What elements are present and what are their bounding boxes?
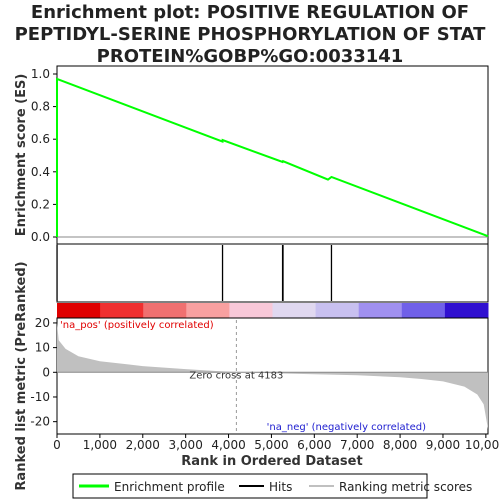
rank-x-tick-label: 3,000 [168,438,202,452]
color-bar-segment [229,303,273,318]
rank-x-axis: 0 1,000 2,000 3,000 4,000 5,000 6,000 7,000 8,00… [53,434,500,452]
pos-correlated-label: 'na_pos' (positively correlated) [60,320,214,331]
ranking-metric-area [57,322,488,430]
rank-x-tick-label: 0 [53,438,61,452]
chart-title-line-1: Enrichment plot: POSITIVE REGULATION OF [30,2,470,23]
color-bar-segment [315,303,360,318]
hits-marks [56,245,333,301]
neg-correlated-label: 'na_neg' (negatively correlated) [267,422,426,433]
legend-label-hits: Hits [269,480,292,494]
color-bar-segment [444,303,489,318]
legend-label-enrichment: Enrichment profile [114,480,225,494]
rank-x-tick-label: 5,000 [254,438,288,452]
rank-y-tick-label: 10 [35,341,50,355]
rank-color-bar [57,303,489,318]
rank-y-tick-label: -20 [30,415,50,429]
rank-y-tick-label: 20 [35,316,50,330]
rank-x-tick-label: 4,000 [211,438,245,452]
color-bar-segment [358,303,403,318]
rank-x-tick-label: 1,000 [83,438,117,452]
color-bar-segment [100,303,144,318]
color-bar-segment [57,303,101,318]
color-bar-segment [272,303,317,318]
rank-y-tick-label: 0 [42,365,50,379]
color-bar-segment [143,303,187,318]
rank-x-tick-label: 9,000 [426,438,460,452]
es-y-tick-label: 0.2 [31,197,50,211]
es-y-tick-label: 0.0 [31,230,50,244]
rank-y-tick-label: -10 [30,390,50,404]
rank-y-axis-title: Ranked list metric (PreRanked) [14,261,29,490]
rank-x-tick-label: 7,000 [340,438,374,452]
es-panel-frame [56,65,489,245]
hits-panel-frame [56,243,489,303]
es-y-tick-label: 1.0 [31,67,50,81]
chart-title-line-3: PROTEIN%GOBP%GO:0033141 [96,46,404,67]
es-y-axis: 0.0 0.2 0.4 0.6 0.8 1.0 [31,67,57,244]
es-y-tick-label: 0.8 [31,100,50,114]
color-bar-segment [401,303,446,318]
zero-cross-label: Zero cross at 4183 [189,370,283,381]
rank-x-tick-label: 2,000 [126,438,160,452]
rank-x-axis-title: Rank in Ordered Dataset [181,454,362,469]
rank-x-tick-label: 8,000 [383,438,417,452]
chart-title-line-2: PEPTIDYL-SERINE PHOSPHORYLATION OF STAT [14,24,486,45]
rank-y-axis: -20 -10 0 10 20 [30,316,57,429]
es-y-tick-label: 0.4 [31,165,50,179]
es-y-axis-title: Enrichment score (ES) [14,74,29,237]
rank-x-tick-label: 6,000 [297,438,331,452]
rank-x-tick-label: 10,000 [465,438,500,452]
legend-label-ranking: Ranking metric scores [339,480,472,494]
legend: Enrichment profile Hits Ranking metric sco… [79,480,472,494]
es-y-tick-label: 0.6 [31,132,50,146]
color-bar-segment [186,303,230,318]
enrichment-profile-line [56,77,489,238]
